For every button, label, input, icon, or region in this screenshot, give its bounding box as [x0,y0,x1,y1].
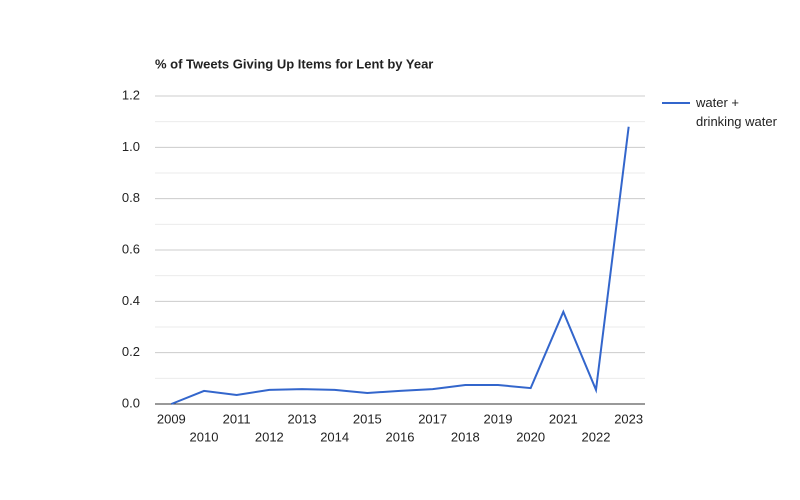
x-tick-label: 2016 [386,429,415,444]
x-tick-label: 2022 [582,429,611,444]
x-tick-label: 2023 [614,411,643,426]
chart-title: % of Tweets Giving Up Items for Lent by … [155,56,433,71]
x-tick-label: 2019 [484,411,513,426]
x-tick-label: 2015 [353,411,382,426]
y-tick-label: 1.0 [122,139,140,154]
y-tick-label: 1.2 [122,87,140,102]
y-tick-label: 0.6 [122,241,140,256]
x-tick-label: 2009 [157,411,186,426]
x-tick-label: 2017 [418,411,447,426]
x-tick-label: 2021 [549,411,578,426]
x-tick-label: 2013 [288,411,317,426]
series-line [170,126,630,405]
y-tick-label: 0.2 [122,344,140,359]
y-tick-label: 0.8 [122,190,140,205]
legend-label: water + drinking water [696,95,777,129]
legend-swatch [662,102,690,104]
legend: water + drinking water [662,93,787,131]
x-tick-label: 2012 [255,429,284,444]
y-tick-label: 0.4 [122,293,140,308]
x-tick-label: 2010 [190,429,219,444]
x-tick-label: 2020 [516,429,545,444]
y-tick-label: 0.0 [122,395,140,410]
x-tick-label: 2014 [320,429,349,444]
x-tick-label: 2011 [223,411,251,426]
x-tick-label: 2018 [451,429,480,444]
